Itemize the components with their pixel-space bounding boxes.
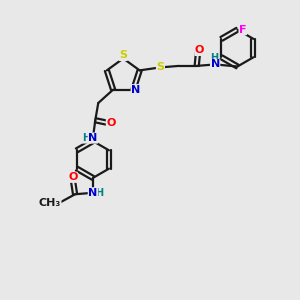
- Text: N: N: [88, 133, 98, 143]
- Text: H: H: [95, 188, 104, 198]
- Text: F: F: [239, 25, 247, 34]
- Text: O: O: [195, 46, 204, 56]
- Text: S: S: [119, 50, 127, 61]
- Text: N: N: [211, 59, 220, 69]
- Text: H: H: [211, 53, 219, 63]
- Text: N: N: [131, 85, 140, 94]
- Text: S: S: [157, 62, 164, 72]
- Text: O: O: [106, 118, 116, 128]
- Text: N: N: [88, 188, 98, 198]
- Text: O: O: [68, 172, 77, 182]
- Text: CH₃: CH₃: [39, 198, 61, 208]
- Text: H: H: [82, 133, 90, 143]
